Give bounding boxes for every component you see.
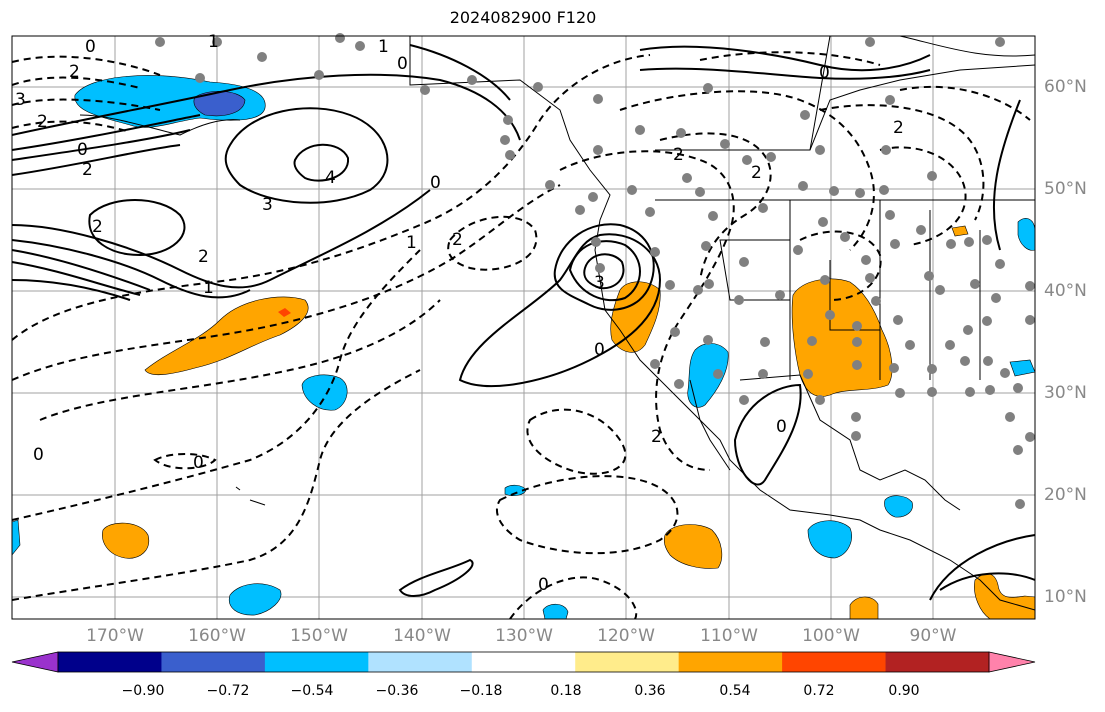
- negative-anomaly-tropical-4: [228, 583, 282, 616]
- map-border: [11, 35, 1036, 620]
- contour-label: 1: [208, 32, 219, 52]
- lon-label: 110°W: [700, 626, 758, 646]
- colorbar-cell: [782, 652, 887, 672]
- positive-anomaly-tropical-3: [849, 596, 879, 620]
- lon-label: 170°W: [86, 626, 144, 646]
- colorbar-cell: [678, 652, 783, 672]
- contour-label: 2: [37, 112, 48, 132]
- colorbar-min-arrow: [11, 651, 59, 673]
- contour-label: 2: [198, 247, 209, 267]
- positive-anomaly-tropical-1: [102, 522, 150, 559]
- colorbar-cell: [471, 652, 576, 672]
- contour-label: 2: [92, 217, 103, 237]
- colorbar-tick-label: 0.54: [719, 683, 751, 699]
- lon-label: 100°W: [802, 626, 860, 646]
- lon-label: 140°W: [393, 626, 451, 646]
- contour-label: 2: [893, 118, 904, 138]
- lon-label: 120°W: [597, 626, 655, 646]
- colorbar-tick-label: 0.72: [803, 683, 835, 699]
- lat-label: 60°N: [1044, 77, 1087, 97]
- colorbar-outline: [57, 651, 990, 673]
- anomaly-fills: [11, 75, 1036, 620]
- positive-anomaly-tropical-2: [663, 524, 723, 569]
- contour-label: 0: [819, 63, 830, 83]
- lon-label: 150°W: [290, 626, 348, 646]
- contour-label: 0: [538, 575, 549, 595]
- colorbar-cell: [368, 652, 473, 672]
- contour-label: 0: [77, 140, 88, 160]
- colorbar-tick-label: −0.72: [206, 683, 250, 699]
- map-title: 2024082900 F120: [449, 8, 597, 27]
- colorbar-cell: [575, 652, 680, 672]
- strong-positive-core: [278, 308, 291, 317]
- colorbar-tick-label: 0.36: [634, 683, 666, 699]
- contour-label: 2: [69, 62, 80, 82]
- colorbar-cell: [161, 652, 266, 672]
- positive-anomaly-eastern-us: [951, 225, 969, 237]
- contour-label: 3: [262, 195, 273, 215]
- negative-anomaly-tropical-2: [884, 495, 913, 518]
- contour-label: 3: [15, 90, 26, 110]
- colorbar: [11, 651, 1036, 673]
- colorbar-max-arrow: [988, 651, 1036, 673]
- colorbar-tick-label: −0.90: [121, 683, 165, 699]
- positive-anomaly-texas: [791, 278, 893, 397]
- colorbar-tick-label: −0.54: [290, 683, 334, 699]
- colorbar-cell: [58, 652, 162, 672]
- solid-contours: [11, 44, 1036, 601]
- contour-label: 4: [325, 168, 336, 188]
- positive-anomaly-east-pacific: [144, 296, 309, 376]
- colorbar-tick-label: 0.18: [550, 683, 582, 699]
- contour-label: 2: [751, 163, 762, 183]
- contour-label: 2: [673, 145, 684, 165]
- contour-label: 1: [378, 37, 389, 57]
- negative-anomaly-mexico: [687, 343, 729, 408]
- negative-anomaly-tropical-1: [807, 520, 852, 559]
- contour-label: 0: [33, 445, 44, 465]
- contour-label: 2: [452, 230, 463, 250]
- lon-label: 160°W: [188, 626, 246, 646]
- contour-label: 0: [594, 340, 605, 360]
- lat-label: 10°N: [1044, 587, 1087, 607]
- contour-label: 0: [397, 54, 408, 74]
- contour-label: 2: [651, 427, 662, 447]
- colorbar-tick-label: −0.18: [459, 683, 503, 699]
- lat-label: 30°N: [1044, 383, 1087, 403]
- station-markers: [155, 33, 1035, 509]
- coastlines: [79, 35, 1036, 611]
- contour-label: 1: [406, 233, 417, 253]
- contour-label: 0: [193, 453, 204, 473]
- dashed-contours: [11, 51, 1031, 620]
- contour-label: 2: [82, 160, 93, 180]
- colorbar-tick-label: 0.90: [888, 683, 920, 699]
- contour-labels: 0 1 0 1 0 2 3 2 0 2 4 3 2 1 0 1 2 3 2 2 …: [15, 32, 904, 595]
- lat-label: 40°N: [1044, 281, 1087, 301]
- contour-label: 0: [776, 417, 787, 437]
- lat-label: 20°N: [1044, 485, 1087, 505]
- contour-label: 1: [203, 278, 214, 298]
- negative-anomaly-central-pacific: [301, 374, 348, 411]
- contour-label: 0: [430, 173, 441, 193]
- colorbar-cell: [264, 652, 369, 672]
- colorbar-tick-label: −0.36: [375, 683, 419, 699]
- negative-anomaly-tropical-5: [542, 603, 569, 620]
- lon-label: 90°W: [909, 626, 957, 646]
- colorbar-cell: [885, 652, 990, 672]
- lat-label: 50°N: [1044, 179, 1087, 199]
- contour-label: 0: [85, 37, 96, 57]
- contour-label: 3: [594, 273, 605, 293]
- lon-label: 130°W: [495, 626, 553, 646]
